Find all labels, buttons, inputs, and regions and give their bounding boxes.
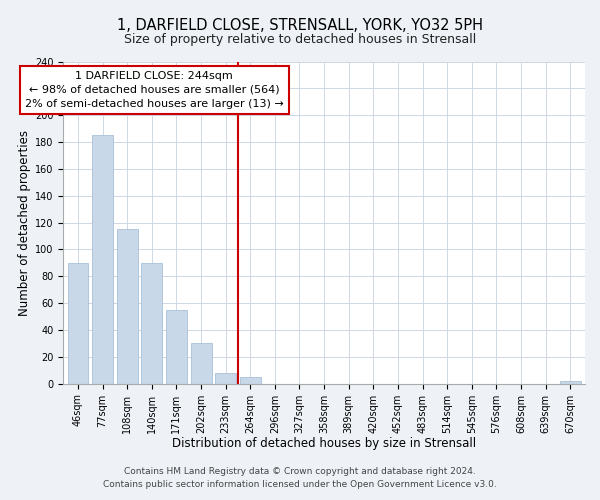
Text: 1, DARFIELD CLOSE, STRENSALL, YORK, YO32 5PH: 1, DARFIELD CLOSE, STRENSALL, YORK, YO32… bbox=[117, 18, 483, 32]
Bar bbox=[240, 377, 261, 384]
X-axis label: Distribution of detached houses by size in Strensall: Distribution of detached houses by size … bbox=[172, 437, 476, 450]
Bar bbox=[142, 263, 162, 384]
Bar bbox=[166, 310, 187, 384]
Bar bbox=[68, 263, 88, 384]
Text: 1 DARFIELD CLOSE: 244sqm
← 98% of detached houses are smaller (564)
2% of semi-d: 1 DARFIELD CLOSE: 244sqm ← 98% of detach… bbox=[25, 71, 284, 109]
Bar bbox=[117, 230, 137, 384]
Y-axis label: Number of detached properties: Number of detached properties bbox=[18, 130, 31, 316]
Bar bbox=[215, 373, 236, 384]
Bar bbox=[92, 136, 113, 384]
Text: Size of property relative to detached houses in Strensall: Size of property relative to detached ho… bbox=[124, 32, 476, 46]
Text: Contains HM Land Registry data © Crown copyright and database right 2024.
Contai: Contains HM Land Registry data © Crown c… bbox=[103, 468, 497, 489]
Bar bbox=[560, 381, 581, 384]
Bar bbox=[191, 344, 212, 384]
